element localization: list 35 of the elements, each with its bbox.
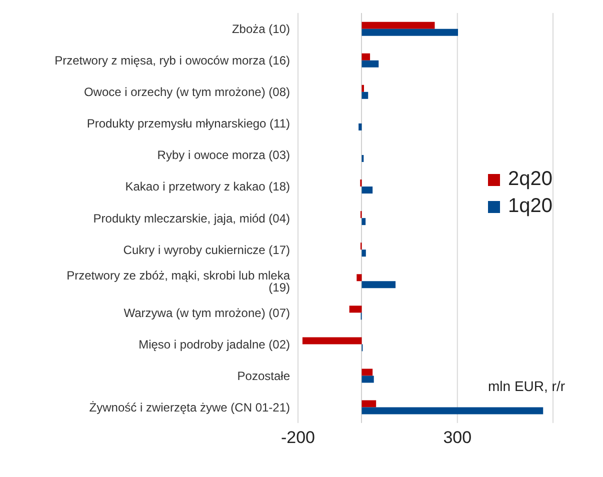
bar <box>362 28 458 36</box>
bar <box>362 60 379 68</box>
bar <box>362 218 366 226</box>
y-tick-label: Przetwory z mięsa, ryb i owoców morza (16) <box>54 54 290 68</box>
x-tick-label: -200 <box>280 428 316 448</box>
bar <box>362 22 435 29</box>
bar <box>362 53 370 60</box>
legend-label: 1q20 <box>508 195 552 218</box>
bar <box>356 274 362 282</box>
bar <box>362 376 374 383</box>
legend-label: 2q20 <box>508 168 552 191</box>
annotation: mln EUR, r/r <box>488 378 565 394</box>
x-tick-label: 300 <box>443 428 472 448</box>
bar <box>362 186 373 194</box>
y-tick-label: Cukry i wyroby cukiernicze (17) <box>123 242 290 257</box>
y-tick-label: Zboża (10) <box>232 22 290 36</box>
y-tick-label: Ryby i owoce morza (03) <box>157 148 290 162</box>
bar <box>362 400 376 408</box>
y-tick-label: Produkty przemysłu młynarskiego (11) <box>86 116 290 131</box>
bar <box>302 337 362 344</box>
bar <box>362 368 373 376</box>
bar <box>358 123 362 130</box>
bar <box>349 306 362 313</box>
y-tick-label: Warzywa (w tym mrożone) (07) <box>124 306 290 320</box>
y-tick-label: Kakao i przetwory z kakao (18) <box>125 180 290 194</box>
y-tick-label: Przetwory ze zbóż, mąki, skrobi lub mleka (19) <box>66 268 290 294</box>
bar <box>362 407 544 414</box>
y-tick-label: Produkty mleczarskie, jaja, miód (04) <box>93 211 290 226</box>
y-tick-label: Owoce i orzechy (w tym mrożone) (08) <box>84 85 290 100</box>
y-tick-label: Pozostałe <box>237 368 290 383</box>
y-tick-label: Żywność i zwierzęta żywe (CN 01-21) <box>89 400 290 414</box>
bar <box>362 281 396 288</box>
bar <box>362 250 366 257</box>
bar <box>362 92 368 99</box>
y-tick-label: Mięso i podroby jadalne (02) <box>138 337 290 352</box>
